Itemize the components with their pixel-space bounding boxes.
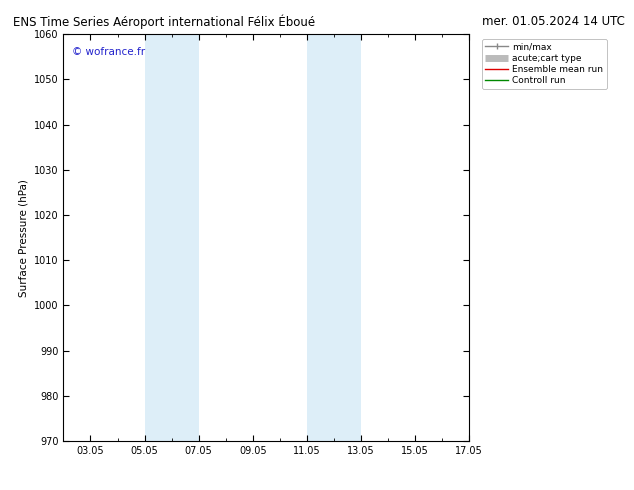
Text: ENS Time Series Aéroport international Félix Éboué: ENS Time Series Aéroport international F… [13, 15, 315, 29]
Text: mer. 01.05.2024 14 UTC: mer. 01.05.2024 14 UTC [482, 15, 624, 28]
Legend: min/max, acute;cart type, Ensemble mean run, Controll run: min/max, acute;cart type, Ensemble mean … [482, 39, 607, 89]
Y-axis label: Surface Pressure (hPa): Surface Pressure (hPa) [18, 179, 29, 296]
Bar [307, 34, 361, 441]
Text: © wofrance.fr: © wofrance.fr [72, 47, 145, 56]
Bar [145, 34, 198, 441]
